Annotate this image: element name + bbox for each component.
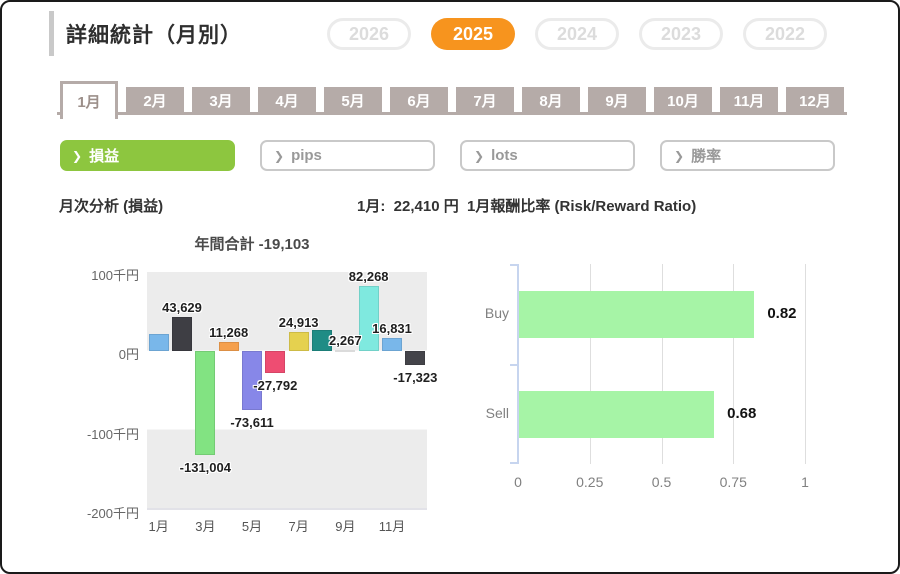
bar-7月 (288, 331, 309, 352)
month-tab-4[interactable]: 4月 (258, 87, 316, 114)
chevron-right-icon: ❯ (274, 148, 285, 163)
rr-value-sell: 0.68 (727, 405, 757, 422)
monthly-ytick-1: 0円 (118, 347, 139, 363)
monthly-chart-plot: 43,629 -131,004 11,268 -73,611 -27,792 24,913… (147, 269, 437, 510)
bar-value-label-2月: 43,629 (162, 299, 202, 315)
monthly-xtick-5月: 5月 (241, 519, 263, 534)
risk-reward-plot: 0.82 0.68 (510, 264, 806, 464)
monthly-xtick-7月: 7月 (288, 519, 309, 534)
month-tab-5[interactable]: 5月 (324, 87, 382, 114)
bar-10月 (358, 286, 379, 352)
month-tabs: 1月 2月 3月 4月 5月 6月 7月 8月 9月 10月 11月 12月 (57, 80, 850, 120)
bar-value-label-7月: 24,913 (278, 314, 319, 330)
bar-11月 (382, 337, 402, 352)
monthly-xtick-9月: 9月 (335, 519, 356, 534)
bar-value-label-5月: -73,611 (230, 414, 274, 430)
rr-xtick-1: 1 (801, 474, 809, 490)
bar-9月 (335, 349, 356, 352)
monthly-ytick-0: 100千円 (91, 268, 139, 283)
risk-reward-axis-tick-1 (510, 364, 517, 366)
month-tab-3[interactable]: 3月 (192, 87, 250, 114)
risk-reward-gridline-1 (805, 264, 806, 464)
month-tab-10[interactable]: 10月 (654, 87, 712, 114)
risk-reward-gridline-0.5 (661, 264, 663, 464)
monthly-ytick-3: -200千円 (86, 506, 139, 521)
bar-5月 (242, 351, 262, 410)
monthly-xtick-11月: 11月 (378, 519, 406, 534)
rr-value-buy: 0.82 (767, 305, 797, 322)
bar-value-label-6月: -27,792 (253, 378, 298, 394)
month-tab-9[interactable]: 9月 (588, 87, 646, 114)
filter-button-label: lots (491, 147, 518, 164)
month-tab-7[interactable]: 7月 (456, 87, 514, 114)
year-tab-2025[interactable]: 2025 (431, 18, 515, 50)
month-tab-11[interactable]: 11月 (720, 87, 778, 114)
monthly-xtick-1月: 1月 (148, 519, 169, 534)
filter-button-損益[interactable]: ❯ 損益 (60, 140, 235, 171)
page-title: 詳細統計（月別） (66, 24, 242, 47)
month-tabs-baseline (57, 112, 847, 115)
risk-reward-gridline-0.75 (733, 264, 735, 464)
right-section-title: 1月報酬比率 (Risk/Reward Ratio) (467, 198, 697, 215)
bar-6月 (265, 351, 286, 374)
month-tab-2[interactable]: 2月 (126, 87, 184, 114)
rr-xtick-0.5: 0.5 (651, 474, 672, 490)
rr-category-label-sell: Sell (485, 405, 509, 421)
risk-reward-gridline-0.25 (589, 264, 591, 464)
bar-value-label-3月: -131,004 (179, 460, 231, 476)
month-tab-1[interactable]: 1月 (60, 81, 118, 119)
rr-xtick-0.25: 0.25 (576, 474, 604, 490)
bar-value-label-4月: 11,268 (209, 325, 249, 341)
rr-bar-buy (519, 290, 755, 338)
annual-total-title: 年間合計 -19,103 (194, 236, 310, 253)
month-tabs-row: 1月 2月 3月 4月 5月 6月 7月 8月 9月 10月 11月 12月 (60, 80, 844, 119)
chevron-right-icon: ❯ (72, 148, 83, 163)
filter-button-label: 損益 (89, 148, 120, 165)
year-tab-2022[interactable]: 2022 (743, 18, 827, 50)
bar-12月 (405, 351, 426, 366)
bar-4月 (218, 342, 239, 352)
monthly-ytick-2: -100千円 (86, 426, 139, 442)
bar-3月 (195, 351, 216, 456)
risk-reward-yaxis-line (517, 264, 519, 464)
bar-8月 (312, 329, 332, 352)
monthly-xtick-3月: 3月 (195, 519, 216, 534)
year-tabs: 2026 2025 2024 2023 2022 (327, 18, 827, 50)
filter-button-勝率[interactable]: ❯ 勝率 (660, 140, 835, 171)
bar-value-label-12月: -17,323 (393, 370, 438, 386)
bar-2月 (172, 316, 192, 352)
filter-buttons: ❯ 損益 ❯ pips ❯ lots ❯ 勝率 (60, 140, 835, 171)
risk-reward-axis-tick-2 (510, 462, 517, 464)
month-total-value: 1月: 22,410 円 (357, 198, 459, 215)
filter-button-label: 勝率 (691, 148, 722, 165)
filter-button-pips[interactable]: ❯ pips (260, 140, 435, 171)
bar-value-label-10月: 82,268 (348, 269, 389, 285)
bar-value-label-9月: 2,267 (329, 332, 362, 348)
year-tab-2023[interactable]: 2023 (639, 18, 723, 50)
left-section-title: 月次分析 (損益) (59, 198, 164, 215)
rr-xtick-0: 0 (514, 474, 522, 490)
chevron-right-icon: ❯ (674, 148, 685, 163)
rr-category-label-buy: Buy (484, 305, 509, 321)
month-tab-12[interactable]: 12月 (786, 87, 844, 114)
year-tab-2024[interactable]: 2024 (535, 18, 619, 50)
rr-xtick-0.75: 0.75 (719, 474, 747, 490)
risk-reward-axis-tick-0 (510, 264, 517, 266)
rr-bar-sell (519, 390, 715, 438)
title-accent-bar (49, 11, 54, 56)
month-tab-6[interactable]: 6月 (390, 87, 448, 114)
filter-button-lots[interactable]: ❯ lots (460, 140, 635, 171)
chevron-right-icon: ❯ (474, 148, 485, 163)
month-tab-8[interactable]: 8月 (522, 87, 580, 114)
filter-button-label: pips (291, 147, 322, 164)
year-tab-2026[interactable]: 2026 (327, 18, 411, 50)
bar-1月 (148, 333, 169, 352)
bar-value-label-11月: 16,831 (372, 320, 412, 336)
